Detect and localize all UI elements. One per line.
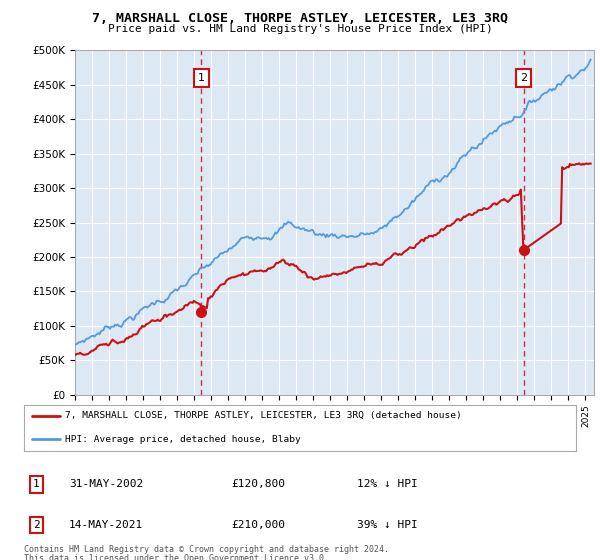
Text: Price paid vs. HM Land Registry's House Price Index (HPI): Price paid vs. HM Land Registry's House … [107, 24, 493, 34]
Text: 2: 2 [33, 520, 40, 530]
Text: 39% ↓ HPI: 39% ↓ HPI [357, 520, 418, 530]
Text: 1: 1 [33, 479, 40, 489]
Text: £120,800: £120,800 [231, 479, 285, 489]
Text: 2: 2 [520, 73, 527, 83]
Text: 7, MARSHALL CLOSE, THORPE ASTLEY, LEICESTER, LE3 3RQ: 7, MARSHALL CLOSE, THORPE ASTLEY, LEICES… [92, 12, 508, 25]
Text: 31-MAY-2002: 31-MAY-2002 [69, 479, 143, 489]
Text: 1: 1 [198, 73, 205, 83]
Text: 12% ↓ HPI: 12% ↓ HPI [357, 479, 418, 489]
Text: 7, MARSHALL CLOSE, THORPE ASTLEY, LEICESTER, LE3 3RQ (detached house): 7, MARSHALL CLOSE, THORPE ASTLEY, LEICES… [65, 412, 462, 421]
Text: 14-MAY-2021: 14-MAY-2021 [69, 520, 143, 530]
Text: Contains HM Land Registry data © Crown copyright and database right 2024.: Contains HM Land Registry data © Crown c… [24, 545, 389, 554]
Text: HPI: Average price, detached house, Blaby: HPI: Average price, detached house, Blab… [65, 435, 301, 444]
Text: This data is licensed under the Open Government Licence v3.0.: This data is licensed under the Open Gov… [24, 554, 329, 560]
Text: £210,000: £210,000 [231, 520, 285, 530]
